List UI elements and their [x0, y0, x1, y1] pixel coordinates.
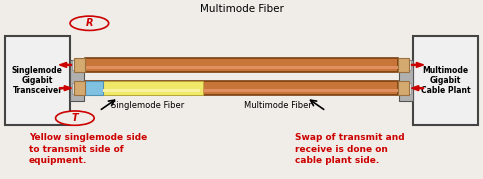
Text: Multimode Fiber: Multimode Fiber: [199, 4, 284, 14]
Bar: [72, 83, 82, 94]
Bar: [85, 58, 398, 72]
Bar: [74, 58, 85, 72]
Bar: [5, 36, 70, 125]
FancyArrow shape: [412, 86, 424, 91]
Bar: [70, 60, 84, 101]
Bar: [85, 81, 398, 95]
Bar: [85, 81, 203, 95]
Bar: [74, 81, 85, 95]
Bar: [398, 81, 409, 95]
Bar: [398, 58, 409, 72]
Bar: [103, 89, 200, 92]
Text: Singlemode Fiber: Singlemode Fiber: [111, 101, 184, 110]
Text: Singlemode
Gigabit
Transceiver: Singlemode Gigabit Transceiver: [12, 66, 63, 95]
Text: T: T: [71, 113, 78, 123]
Circle shape: [56, 111, 94, 125]
Text: Multimode
Gigabit
Cable Plant: Multimode Gigabit Cable Plant: [421, 66, 470, 95]
Text: R: R: [85, 18, 93, 28]
FancyArrow shape: [412, 62, 424, 67]
FancyArrow shape: [59, 86, 71, 91]
Text: Multimode Fiber: Multimode Fiber: [244, 101, 312, 110]
Bar: [399, 60, 413, 101]
Bar: [72, 60, 82, 70]
Bar: [401, 60, 411, 70]
Bar: [413, 36, 478, 125]
Bar: [85, 66, 398, 69]
FancyArrow shape: [59, 62, 71, 67]
Bar: [85, 81, 103, 95]
Text: Yellow singlemode side
to transmit side of
equipment.: Yellow singlemode side to transmit side …: [29, 134, 147, 165]
Bar: [401, 83, 411, 94]
Text: Swap of transmit and
receive is done on
cable plant side.: Swap of transmit and receive is done on …: [295, 134, 404, 165]
Bar: [203, 89, 398, 92]
Circle shape: [70, 16, 109, 30]
